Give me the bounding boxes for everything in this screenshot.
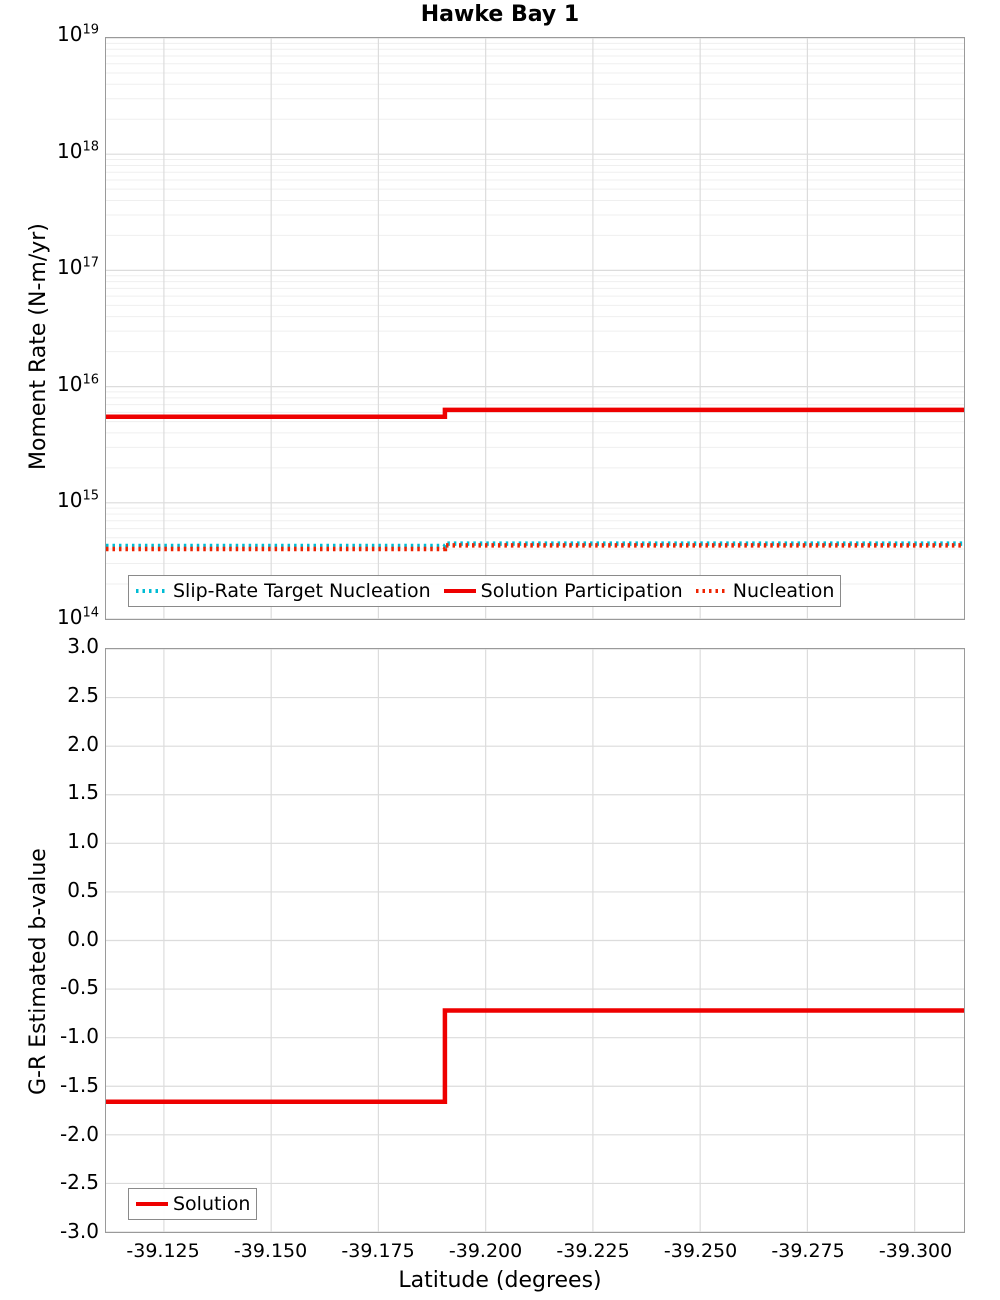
x-tick-label: -39.225 (556, 1240, 630, 1262)
legend-line-icon (443, 584, 477, 598)
y-tick-label: 1018 (57, 138, 99, 163)
legend-entry: Solution (135, 1192, 251, 1215)
y-tick-label: -1.5 (59, 1072, 99, 1097)
y-tick-label: 1015 (57, 488, 99, 513)
y-tick-label: 0.0 (67, 926, 99, 951)
b-value-axis-label: G-R Estimated b-value (26, 848, 51, 1095)
y-tick-label: 0.5 (67, 877, 99, 902)
b-value-plot-area (105, 648, 965, 1233)
x-tick-label: -39.175 (341, 1240, 415, 1262)
y-tick-label: -0.5 (59, 975, 99, 1000)
legend-entry: Slip-Rate Target Nucleation (135, 579, 431, 602)
y-tick-label: 1019 (57, 22, 99, 46)
legend-label: Solution (173, 1192, 251, 1215)
x-tick-label: -39.150 (233, 1240, 308, 1262)
y-tick-label: 3.0 (67, 634, 99, 658)
chart-title: Hawke Bay 1 (420, 2, 580, 27)
x-tick-label: -39.275 (771, 1240, 845, 1262)
y-tick-label: 2.5 (67, 682, 99, 707)
legend-label: Nucleation (732, 579, 835, 602)
y-tick-label: -3.0 (59, 1219, 99, 1243)
y-tick-label: 1017 (57, 255, 99, 280)
b-value-legend: Solution (128, 1188, 258, 1220)
moment-rate-canvas (106, 38, 964, 619)
legend-entry: Solution Participation (443, 579, 683, 602)
x-tick-label: -39.200 (448, 1240, 523, 1262)
moment-rate-plot-area (105, 37, 965, 620)
x-tick-label: -39.125 (126, 1240, 200, 1262)
y-tick-label: -1.0 (59, 1024, 99, 1048)
legend-label: Slip-Rate Target Nucleation (173, 579, 431, 602)
y-tick-label: 1.5 (67, 780, 99, 805)
y-tick-label: -2.0 (59, 1121, 99, 1146)
legend-line-icon (695, 584, 729, 598)
legend-line-icon (135, 584, 169, 598)
y-tick-label: 1016 (57, 371, 99, 396)
legend-label: Solution Participation (480, 579, 683, 602)
y-tick-label: 1.0 (67, 829, 99, 853)
b-value-canvas (106, 649, 964, 1232)
latitude-axis-label: Latitude (degrees) (398, 1268, 602, 1293)
moment-rate-legend: Slip-Rate Target Nucleation Solution Part… (128, 575, 842, 607)
y-tick-label: -2.5 (59, 1170, 99, 1195)
moment-rate-axis-label: Moment Rate (N-m/yr) (26, 223, 51, 470)
legend-line-icon (135, 1197, 169, 1211)
y-tick-label: 1014 (57, 605, 99, 629)
y-tick-label: 2.0 (67, 731, 99, 756)
legend-entry: Nucleation (695, 579, 835, 602)
x-tick-label: -39.250 (663, 1240, 738, 1262)
x-tick-label: -39.300 (878, 1240, 953, 1262)
